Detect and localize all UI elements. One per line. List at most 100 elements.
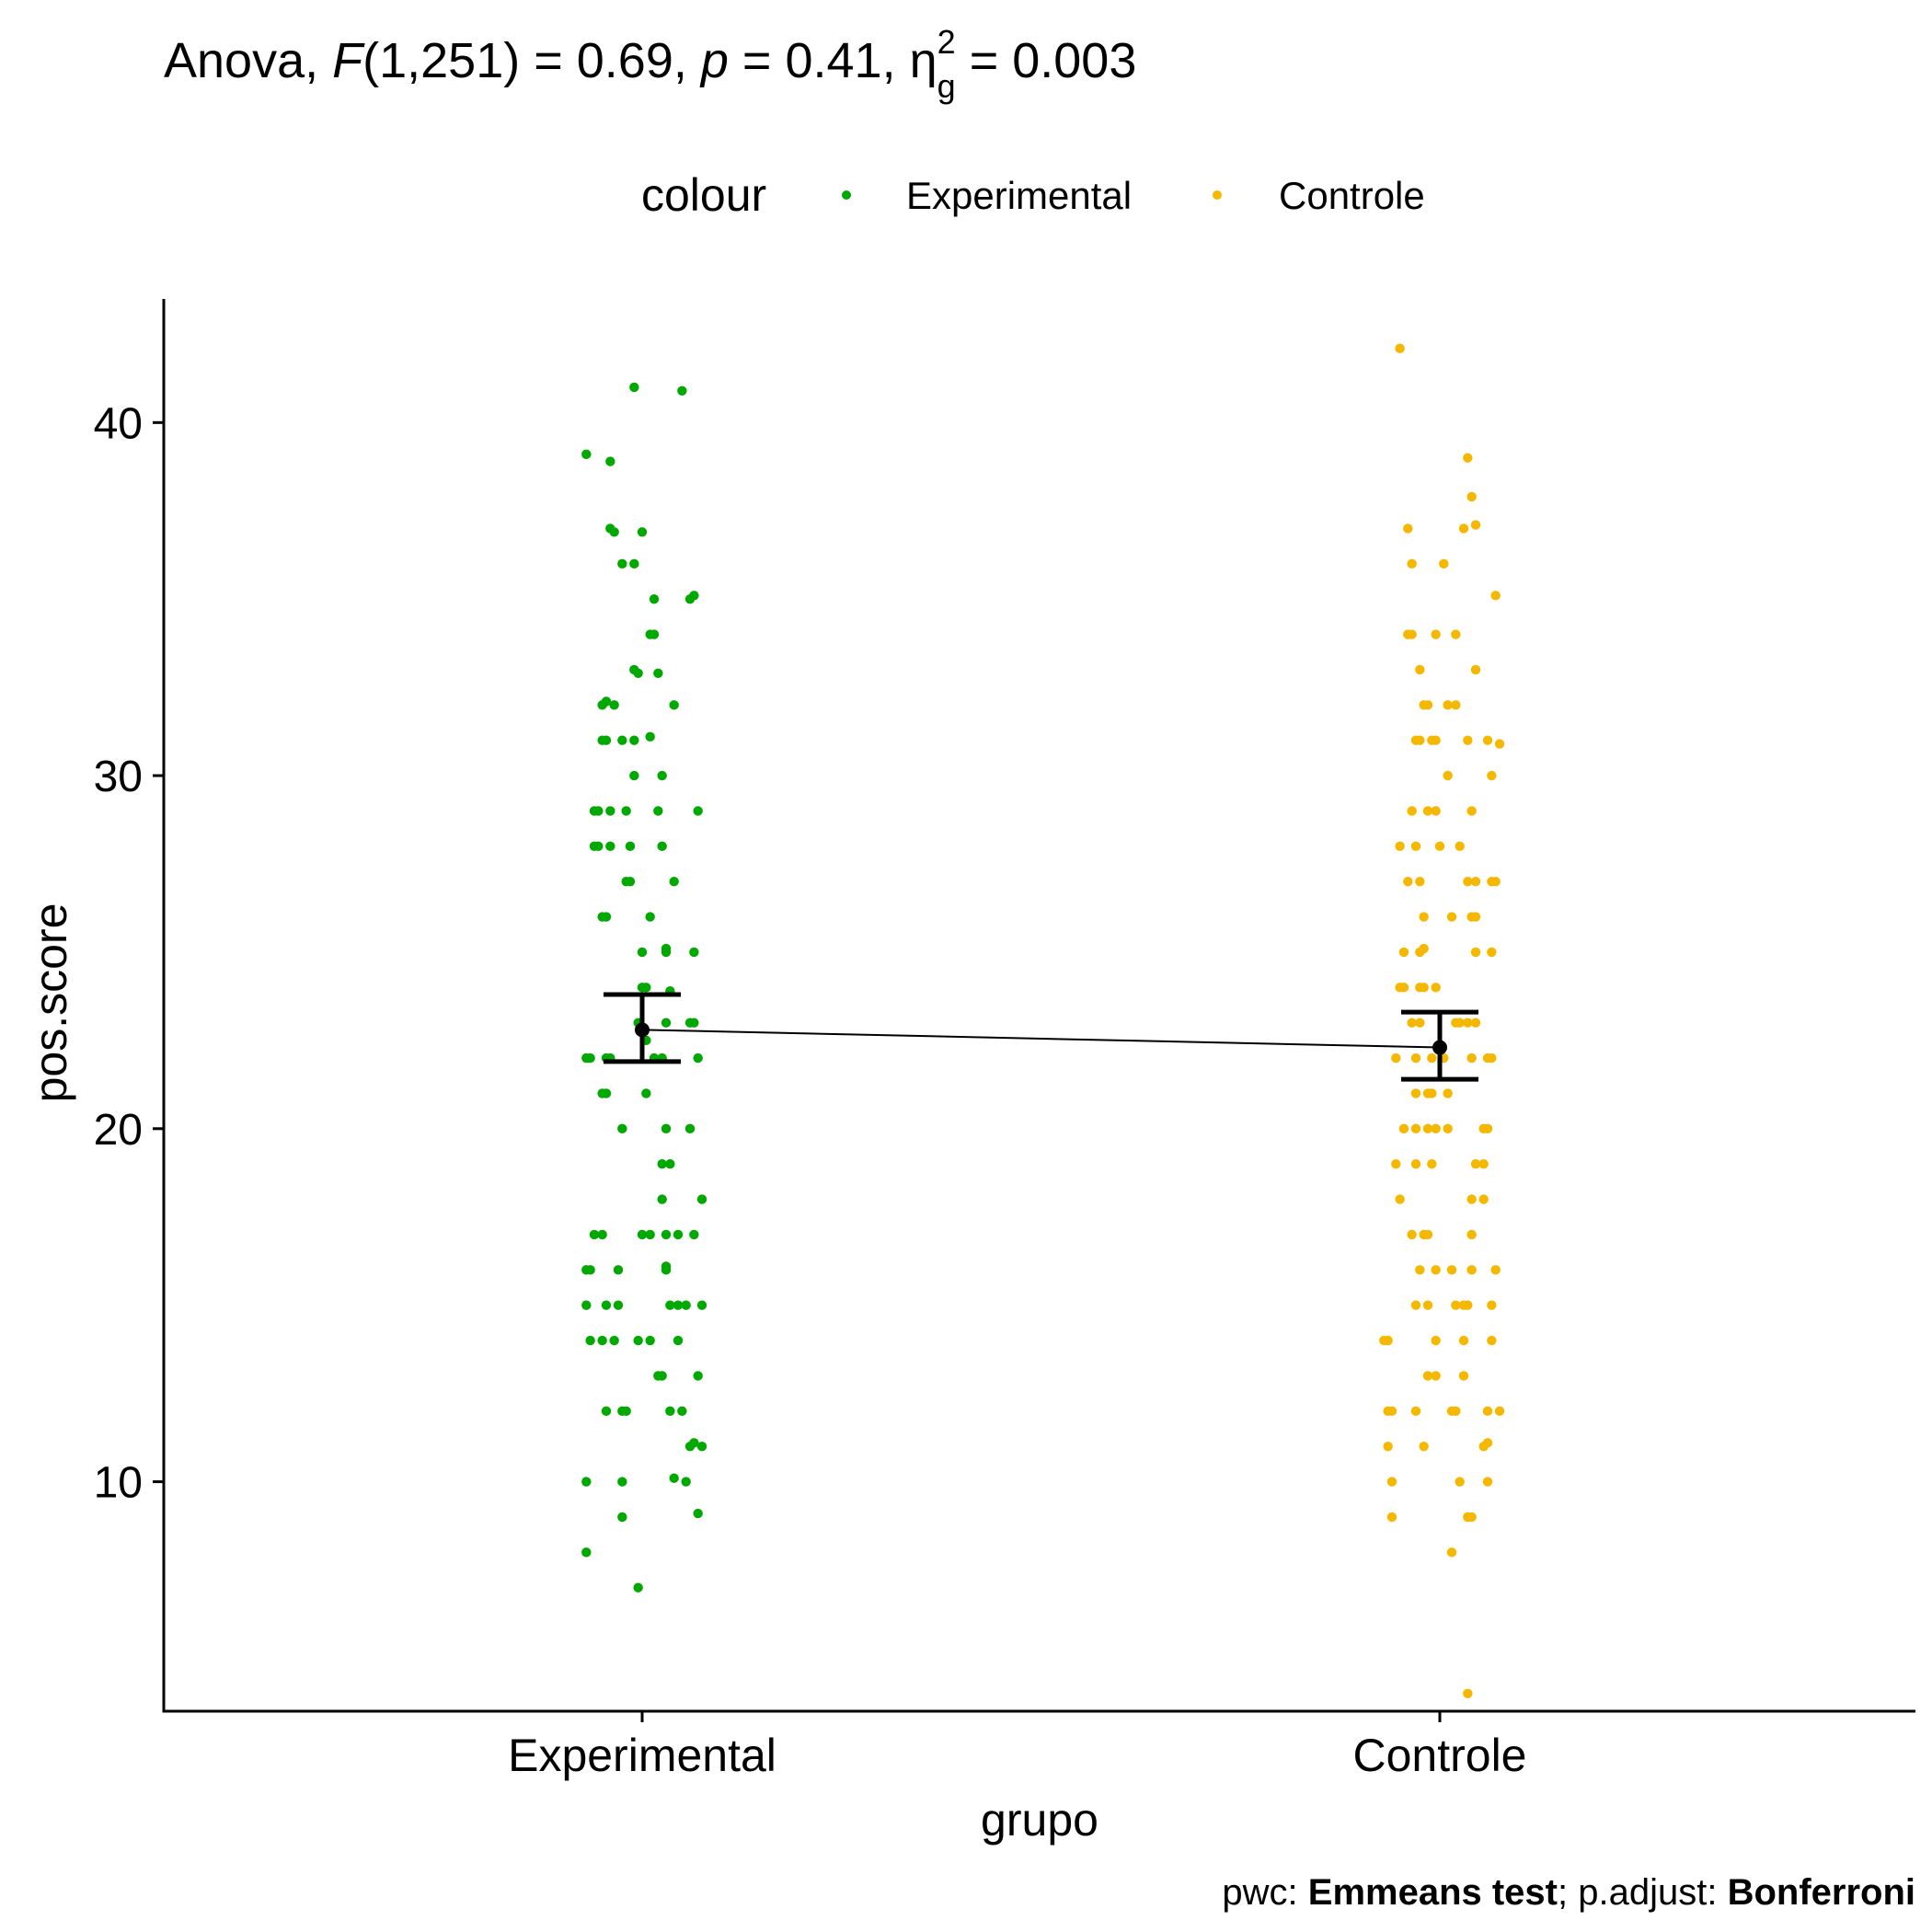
data-point-experimental bbox=[581, 1477, 592, 1487]
data-point-experimental bbox=[597, 1335, 607, 1346]
y-axis-title: pos.score bbox=[25, 903, 76, 1103]
data-point-controle bbox=[1383, 1335, 1393, 1346]
data-point-experimental bbox=[605, 806, 615, 816]
data-point-controle bbox=[1386, 1512, 1397, 1523]
y-ticks: 10 20 30 40 bbox=[94, 399, 164, 1508]
data-point-controle bbox=[1490, 876, 1501, 887]
data-point-experimental bbox=[625, 876, 636, 887]
data-point-controle bbox=[1463, 453, 1473, 463]
y-tick-label: 10 bbox=[94, 1459, 143, 1508]
data-point-controle bbox=[1415, 664, 1425, 675]
data-point-controle bbox=[1470, 876, 1481, 887]
data-point-controle bbox=[1470, 520, 1481, 530]
data-point-experimental bbox=[661, 1229, 672, 1240]
data-point-experimental bbox=[581, 449, 592, 460]
data-point-experimental bbox=[677, 1406, 687, 1417]
data-point-controle bbox=[1422, 1371, 1433, 1381]
data-point-controle bbox=[1434, 841, 1445, 852]
data-point-controle bbox=[1415, 735, 1425, 745]
legend-title: colour bbox=[641, 169, 766, 221]
data-point-experimental bbox=[693, 1052, 703, 1064]
data-point-experimental bbox=[605, 841, 615, 852]
data-point-experimental bbox=[681, 1300, 691, 1310]
data-point-experimental bbox=[617, 735, 627, 745]
data-point-controle bbox=[1458, 1335, 1469, 1346]
data-point-experimental bbox=[637, 947, 648, 958]
data-point-experimental bbox=[689, 1229, 699, 1240]
data-point-controle bbox=[1446, 912, 1457, 922]
data-point-controle bbox=[1410, 1158, 1421, 1169]
caption-pwc-label: pwc: bbox=[1222, 1872, 1308, 1913]
data-point-controle bbox=[1466, 1194, 1477, 1204]
data-point-controle bbox=[1407, 1229, 1417, 1240]
data-point-experimental bbox=[613, 1300, 624, 1310]
data-point-experimental bbox=[641, 983, 651, 993]
data-point-controle bbox=[1482, 1406, 1493, 1417]
data-point-controle bbox=[1391, 1158, 1401, 1169]
data-point-experimental bbox=[625, 841, 636, 852]
data-point-controle bbox=[1407, 806, 1417, 816]
data-point-controle bbox=[1386, 1477, 1397, 1487]
data-point-experimental bbox=[693, 1508, 703, 1519]
data-point-controle bbox=[1490, 1265, 1501, 1275]
data-point-experimental bbox=[653, 806, 663, 816]
data-point-controle bbox=[1458, 523, 1469, 534]
data-point-controle bbox=[1431, 629, 1441, 639]
data-point-controle bbox=[1386, 1406, 1397, 1417]
data-point-experimental bbox=[645, 1229, 655, 1240]
caption-separator: ; p.adjust: bbox=[1558, 1872, 1728, 1913]
data-point-experimental bbox=[693, 806, 703, 816]
data-point-controle bbox=[1427, 1158, 1437, 1169]
data-point-controle bbox=[1463, 876, 1473, 887]
data-point-experimental bbox=[696, 1300, 707, 1310]
caption-pwc-value: Emmeans test bbox=[1307, 1872, 1558, 1913]
data-point-experimental bbox=[657, 1158, 667, 1169]
data-point-experimental bbox=[673, 1335, 684, 1346]
data-point-experimental bbox=[677, 385, 687, 396]
data-point-controle bbox=[1470, 664, 1481, 675]
data-point-controle bbox=[1410, 1406, 1421, 1417]
data-point-controle bbox=[1463, 1688, 1473, 1699]
data-point-controle bbox=[1478, 1158, 1489, 1169]
data-point-controle bbox=[1443, 1123, 1453, 1134]
data-point-controle bbox=[1422, 700, 1433, 710]
data-point-experimental bbox=[657, 770, 667, 781]
data-point-experimental bbox=[593, 841, 604, 852]
data-point-controle bbox=[1487, 1052, 1497, 1064]
data-point-experimental bbox=[689, 947, 699, 958]
data-point-controle bbox=[1415, 1018, 1425, 1028]
data-point-experimental bbox=[657, 1194, 667, 1204]
data-point-experimental bbox=[621, 806, 631, 816]
data-point-controle bbox=[1463, 735, 1473, 745]
data-point-experimental bbox=[669, 700, 679, 710]
y-tick-label: 30 bbox=[94, 753, 143, 801]
data-point-experimental bbox=[585, 1265, 595, 1275]
data-point-controle bbox=[1458, 1371, 1469, 1381]
data-points bbox=[581, 343, 1505, 1699]
data-point-experimental bbox=[693, 1371, 703, 1381]
data-point-experimental bbox=[585, 1335, 595, 1346]
data-point-experimental bbox=[645, 912, 655, 922]
data-point-experimental bbox=[689, 1018, 699, 1028]
data-point-experimental bbox=[669, 1473, 679, 1483]
data-point-experimental bbox=[601, 912, 612, 922]
data-point-experimental bbox=[613, 1265, 624, 1275]
y-tick-label: 40 bbox=[94, 399, 143, 448]
y-tick-label: 20 bbox=[94, 1106, 143, 1155]
data-point-controle bbox=[1419, 912, 1429, 922]
data-point-controle bbox=[1482, 1123, 1493, 1134]
data-point-experimental bbox=[661, 943, 672, 954]
data-point-controle bbox=[1455, 1018, 1465, 1028]
data-point-experimental bbox=[681, 1477, 691, 1487]
data-point-controle bbox=[1410, 1300, 1421, 1310]
x-ticks: Experimental Controle bbox=[508, 1711, 1527, 1781]
data-point-experimental bbox=[641, 1088, 651, 1098]
x-tick-label: Controle bbox=[1353, 1730, 1527, 1781]
caption: pwc: Emmeans test; p.adjust: Bonferroni bbox=[1222, 1872, 1915, 1914]
data-point-experimental bbox=[609, 527, 619, 537]
data-point-controle bbox=[1391, 1052, 1401, 1064]
data-point-controle bbox=[1443, 770, 1453, 781]
data-point-experimental bbox=[673, 1229, 684, 1240]
mean-point-controle bbox=[1432, 1040, 1447, 1055]
